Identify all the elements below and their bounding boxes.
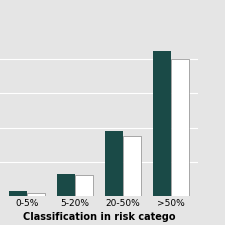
Bar	[75, 175, 93, 196]
Bar	[171, 59, 189, 196]
Bar	[153, 51, 171, 196]
Bar	[27, 193, 45, 196]
Bar	[9, 191, 27, 196]
X-axis label: Classification in risk catego: Classification in risk catego	[23, 212, 175, 222]
Bar	[105, 131, 123, 196]
Bar	[123, 136, 141, 196]
Bar	[57, 173, 75, 196]
